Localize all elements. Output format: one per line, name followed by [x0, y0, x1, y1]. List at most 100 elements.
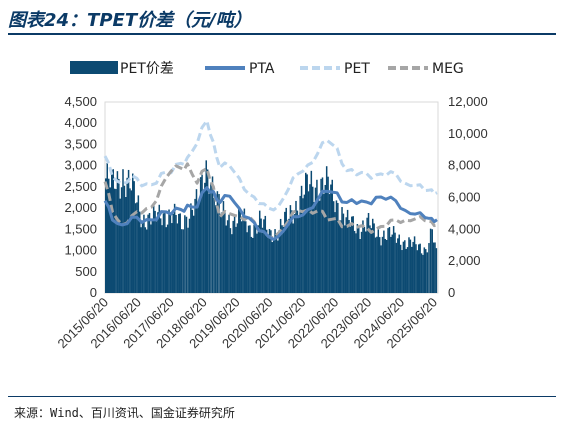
- pet-spread-bar: [416, 250, 419, 293]
- pet-spread-bar: [288, 218, 290, 293]
- pet-spread-bar: [383, 230, 385, 293]
- pet-spread-bar: [298, 215, 300, 293]
- pet-spread-bar: [173, 203, 176, 293]
- pet-spread-bar: [127, 169, 130, 293]
- pet-spread-bar: [169, 212, 172, 293]
- pet-spread-bar: [171, 223, 173, 293]
- right-axis-tick-label: 12,000: [448, 94, 488, 109]
- pet-spread-bar: [420, 253, 423, 293]
- pet-spread-bar: [358, 228, 360, 293]
- pet-spread-bar: [422, 254, 424, 293]
- pet-spread-bar: [406, 247, 409, 293]
- pet-spread-bar: [275, 233, 278, 293]
- pet-spread-bar: [243, 208, 246, 293]
- pet-spread-bar: [355, 233, 357, 293]
- left-axis-tick-label: 3,500: [64, 136, 97, 151]
- pet-spread-bar: [180, 229, 183, 293]
- pet-spread-bar: [335, 200, 338, 293]
- pet-spread-bar: [110, 170, 113, 293]
- pet-spread-bar: [211, 176, 214, 293]
- pet-spread-bar: [289, 205, 292, 293]
- legend-label: PET价差: [120, 61, 174, 77]
- right-axis-tick-label: 8,000: [448, 158, 481, 173]
- pet-spread-bar: [109, 187, 111, 293]
- legend-swatch: [70, 61, 118, 74]
- pet-spread-bar: [164, 212, 166, 293]
- pet-spread-bar: [161, 225, 163, 293]
- pet-spread-bar: [429, 228, 432, 293]
- pet-spread-bar: [305, 172, 307, 293]
- pet-spread-bar: [412, 241, 414, 293]
- bottom-rule: [8, 396, 556, 397]
- pet-spread-bar: [168, 209, 170, 293]
- pet-spread-bar: [435, 248, 438, 293]
- pet-spread-bar: [120, 187, 123, 293]
- pet-spread-bar: [423, 247, 426, 293]
- pet-spread-bar: [419, 243, 421, 293]
- pet-spread-bar: [282, 226, 285, 293]
- pet-spread-bar: [236, 223, 239, 293]
- pet-spread-bar: [159, 218, 162, 293]
- pet-spread-bar: [401, 250, 403, 293]
- pet-spread-bar: [317, 197, 320, 293]
- pet-spread-bar: [339, 220, 342, 293]
- pet-spread-bar: [337, 202, 339, 293]
- pet-spread-bar: [226, 220, 229, 293]
- pet-spread-bar: [272, 239, 275, 293]
- pet-spread-bar: [154, 210, 156, 293]
- pet-spread-bar: [377, 229, 380, 293]
- pet-spread-bar: [364, 231, 367, 293]
- pet-spread-bar: [178, 213, 180, 293]
- pet-spread-bar: [307, 191, 310, 293]
- pet-spread-bar: [219, 213, 222, 293]
- pet-spread-bar: [320, 178, 322, 293]
- pet-spread-bar: [310, 170, 313, 293]
- pet-spread-bar: [402, 241, 405, 293]
- pet-spread-bar: [392, 226, 395, 293]
- chart-title: 图表24：TPET价差（元/吨）: [8, 10, 252, 31]
- left-axis-tick-label: 1,500: [64, 221, 97, 236]
- tpet-spread-chart: PET价差 PTA PET MEG 0 500 1,000 1,500 2,000 2,500 3…: [54, 61, 488, 351]
- top-rule: [8, 33, 556, 35]
- pet-spread-bar: [351, 216, 353, 293]
- pet-spread-bar: [144, 227, 147, 293]
- pet-spread-bar: [136, 202, 138, 293]
- pet-spread-bar: [291, 210, 293, 293]
- pet-spread-bar: [344, 225, 346, 293]
- pet-spread-bar: [391, 234, 393, 293]
- pet-spread-bar: [187, 227, 189, 293]
- pet-spread-bar: [106, 163, 108, 293]
- pet-spread-bar: [313, 202, 315, 293]
- pet-spread-bar: [113, 188, 116, 293]
- pet-spread-bar: [346, 209, 349, 293]
- pet-spread-bar: [292, 223, 294, 293]
- legend-label: PTA: [249, 61, 275, 77]
- pet-spread-bar: [158, 204, 161, 293]
- pet-spread-bar: [216, 191, 219, 293]
- left-axis-tick-label: 2,500: [64, 179, 97, 194]
- pet-spread-bar: [176, 223, 179, 293]
- pet-spread-bar: [105, 178, 107, 293]
- pet-spread-bar: [188, 218, 191, 293]
- pet-spread-bar: [184, 215, 186, 293]
- right-axis-tick-label: 0: [448, 285, 455, 300]
- left-axis-tick-label: 3,000: [64, 158, 97, 173]
- pet-spread-bar: [405, 248, 407, 293]
- pet-spread-bar: [306, 174, 308, 293]
- pet-spread-bar: [133, 181, 135, 293]
- pet-spread-bar: [198, 199, 201, 293]
- right-axis-tick-label: 4,000: [448, 221, 481, 236]
- pet-spread-bar: [387, 228, 389, 293]
- pet-spread-bar: [398, 234, 400, 293]
- pet-spread-bar: [293, 214, 296, 293]
- pet-spread-bar: [261, 227, 264, 293]
- pet-spread-bar: [415, 244, 417, 293]
- pet-spread-bar: [345, 217, 347, 293]
- pet-spread-bar: [325, 166, 328, 293]
- pet-spread-bar: [267, 236, 269, 293]
- pet-spread-bar: [107, 178, 110, 293]
- pet-spread-bar: [388, 227, 391, 293]
- pet-spread-bar: [399, 244, 402, 293]
- pet-spread-bar: [281, 225, 283, 293]
- pet-spread-bar: [253, 224, 255, 293]
